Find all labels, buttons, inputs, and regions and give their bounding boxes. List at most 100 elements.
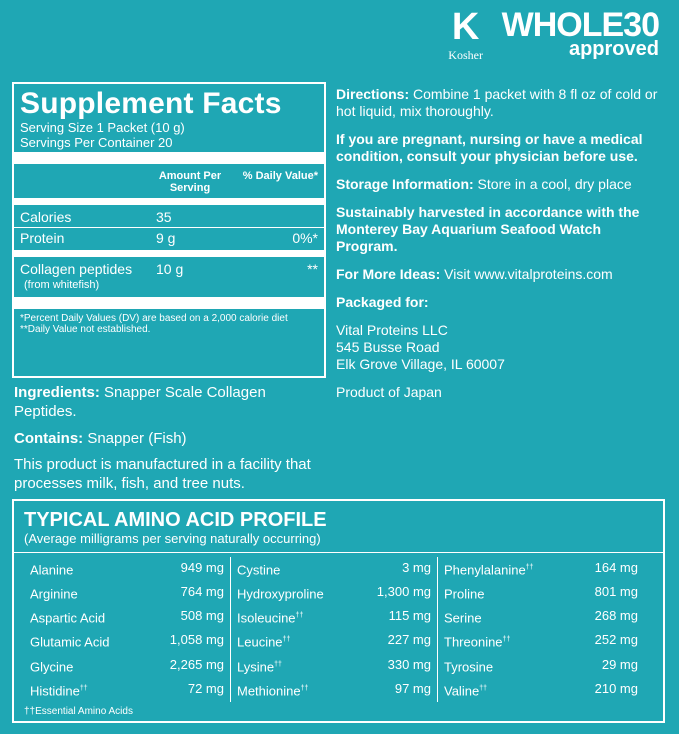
amino-row: Phenylalanine†† 164 mg [444, 557, 638, 581]
sustainability-value: Sustainably harvested in accordance with… [336, 204, 640, 254]
amino-name: Histidine†† [30, 678, 88, 702]
amino-value: 3 mg [402, 560, 431, 575]
directions-label: Directions: [336, 86, 410, 102]
certification-logos: K Kosher WHOLE30 approved [444, 6, 660, 63]
kosher-logo: K Kosher [444, 8, 488, 63]
amino-row: Histidine†† 72 mg [30, 678, 224, 702]
amino-name-text: Glycine [30, 658, 74, 674]
directions-value: Combine 1 packet with 8 fl oz of cold or… [336, 86, 658, 119]
amino-rule [14, 552, 663, 553]
facts-row-dv: 0%* [292, 230, 318, 246]
amino-row: Hydroxyproline 1,300 mg [237, 581, 431, 605]
amino-subtitle: (Average milligrams per serving naturall… [24, 531, 321, 546]
amino-name: Aspartic Acid [30, 605, 105, 629]
collagen-source: (from whitefish) [24, 279, 100, 291]
storage-text: Storage Information: Store in a cool, dr… [336, 176, 666, 193]
facts-row-amount: 35 [156, 209, 172, 225]
ideas-label: For More Ideas: [336, 266, 441, 282]
amino-name-text: Aspartic Acid [30, 610, 106, 626]
contains-label: Contains: [14, 430, 84, 447]
amino-name-text: Alanine [30, 562, 74, 578]
amino-value: 2,265 mg [169, 656, 224, 672]
amino-row: Isoleucine†† 115 mg [237, 605, 431, 629]
amino-row: Leucine†† 227 mg [237, 629, 431, 653]
address-block: Vital Proteins LLC 545 Busse Road Elk Gr… [336, 322, 666, 373]
amino-name-text: Glutamic Acid [30, 634, 110, 650]
amino-column-3: Phenylalanine†† 164 mg Proline 801 mg Seri… [438, 557, 644, 702]
amount-per-serving-header: Amount Per Serving [158, 170, 222, 194]
facts-row-name: Protein [20, 230, 65, 246]
essential-mark: †† [79, 684, 88, 692]
amino-row: Alanine 949 mg [30, 557, 224, 581]
thick-divider [14, 152, 324, 164]
amino-value: 227 mg [387, 632, 431, 648]
amino-row: Tyrosine 29 mg [444, 654, 638, 678]
row-rule [14, 227, 324, 228]
amino-name: Threonine†† [444, 629, 510, 653]
amino-value: 508 mg [180, 608, 224, 624]
amino-name: Glycine [30, 654, 73, 678]
amino-row: Glycine 2,265 mg [30, 654, 224, 678]
facts-header: Amount Per Serving % Daily Value* [20, 166, 318, 196]
amino-name-text: Serine [444, 610, 482, 626]
whole30-text: WHOLE30 [501, 6, 660, 44]
amino-name-text: Phenylalanine [444, 562, 526, 578]
amino-name: Tyrosine [444, 654, 493, 678]
kosher-label: Kosher [448, 48, 483, 62]
amino-name: Arginine [30, 581, 78, 605]
ideas-value: Visit www.vitalproteins.com [440, 266, 613, 282]
contains-value: Snapper (Fish) [83, 430, 187, 447]
thin-divider [14, 198, 324, 205]
amino-value: 949 mg [180, 560, 224, 575]
amino-name: Serine [444, 605, 482, 629]
facts-row-calories: Calories 35 [20, 207, 318, 227]
serving-size: Serving Size 1 Packet (10 g) [20, 120, 185, 135]
amino-value: 164 mg [594, 560, 638, 575]
thin-divider [14, 250, 324, 257]
packaged-label-line: Packaged for: [336, 294, 666, 311]
amino-row: Cystine 3 mg [237, 557, 431, 581]
essential-mark: †† [295, 612, 304, 620]
amino-column-1: Alanine 949 mg Arginine 764 mg Aspartic Ac… [24, 557, 230, 702]
address-line-1: 545 Busse Road [336, 339, 440, 355]
facts-row-protein: Protein 9 g 0%* [20, 228, 318, 248]
amino-row: Methionine†† 97 mg [237, 678, 431, 702]
amino-row: Serine 268 mg [444, 605, 638, 629]
facts-row-name: Collagen peptides [20, 261, 133, 277]
amino-name: Alanine [30, 557, 73, 581]
amino-title: TYPICAL AMINO ACID PROFILE [24, 509, 327, 531]
right-info-block: Directions: Combine 1 packet with 8 fl o… [336, 86, 666, 412]
storage-value: Store in a cool, dry place [473, 176, 632, 192]
sustainability-text: Sustainably harvested in accordance with… [336, 204, 666, 255]
supplement-facts-title: Supplement Facts [20, 87, 282, 120]
amino-row: Glutamic Acid 1,058 mg [30, 629, 224, 653]
whole30-approved: approved [568, 38, 659, 60]
storage-label: Storage Information: [336, 176, 474, 192]
amino-row: Arginine 764 mg [30, 581, 224, 605]
pregnancy-warning-text: If you are pregnant, nursing or have a m… [336, 131, 643, 164]
facts-row-amount: 10 g [156, 261, 184, 277]
kosher-mark: K [451, 6, 480, 48]
packaged-label: Packaged for: [336, 294, 429, 310]
amino-name-text: Arginine [30, 586, 78, 602]
amino-name-text: Tyrosine [444, 658, 494, 674]
facts-row-name: Calories [20, 209, 72, 225]
amino-name: Leucine†† [237, 629, 290, 653]
ingredients-value: Snapper Scale Collagen Peptides. [14, 384, 266, 420]
amino-value: 210 mg [594, 680, 638, 696]
amino-column-2: Cystine 3 mg Hydroxyproline 1,300 mg Isole… [230, 557, 438, 702]
amino-value: 1,058 mg [169, 632, 224, 648]
amino-value: 764 mg [180, 584, 224, 600]
amino-row: Proline 801 mg [444, 581, 638, 605]
amino-name-text: Proline [444, 586, 485, 602]
amino-value: 252 mg [594, 632, 638, 648]
amino-name-text: Leucine [237, 634, 283, 650]
amino-name: Methionine†† [237, 678, 308, 702]
amino-name: Glutamic Acid [30, 629, 109, 653]
facts-row-dv [226, 208, 318, 226]
company-name: Vital Proteins LLC [336, 322, 448, 338]
essential-mark: †† [274, 660, 282, 668]
supplement-facts-panel: Supplement Facts Serving Size 1 Packet (… [12, 82, 326, 378]
essential-mark: †† [479, 684, 487, 692]
directions-text: Directions: Combine 1 packet with 8 fl o… [336, 86, 666, 120]
